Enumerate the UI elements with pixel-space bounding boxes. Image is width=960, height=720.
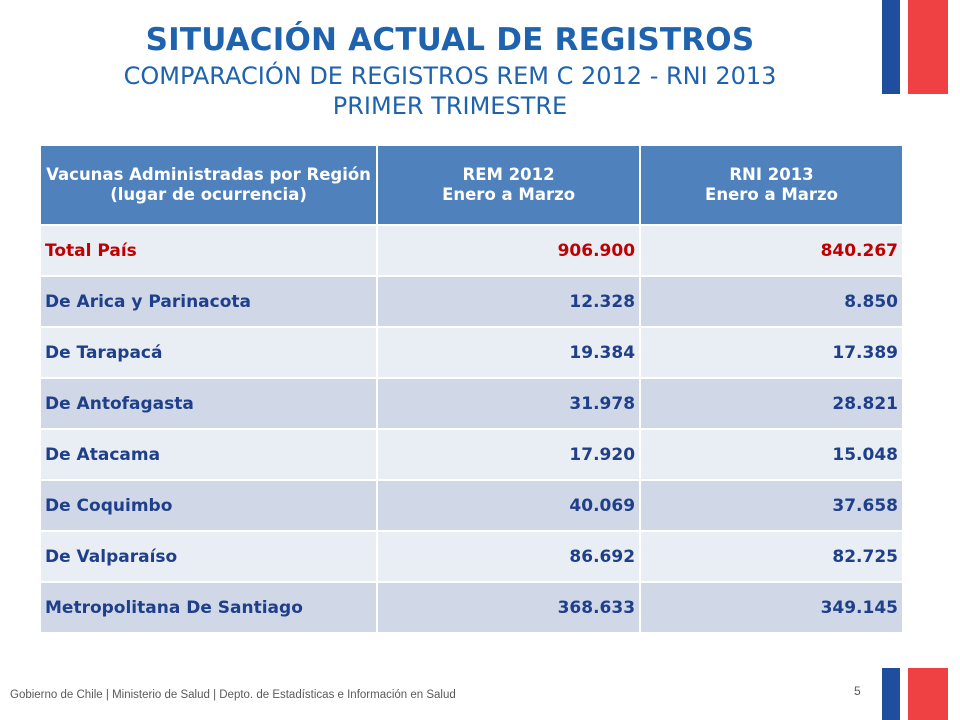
row-region: De Atacama: [41, 428, 379, 480]
page-number: 5: [854, 684, 861, 698]
row-rem-2012: 40.069: [377, 479, 642, 531]
table-row: De Antofagasta 31.978 28.821: [41, 377, 902, 429]
vaccines-by-region-table: Vacunas Administradas por Región (lugar …: [41, 146, 902, 632]
row-rem-2012: 906.900: [377, 224, 642, 276]
header-region: Vacunas Administradas por Región (lugar …: [41, 146, 379, 225]
row-region: De Valparaíso: [41, 530, 379, 582]
table-row: Metropolitana De Santiago 368.633 349.14…: [41, 581, 902, 632]
row-rni-2013: 8.850: [640, 275, 902, 327]
header-rem-2012-title: REM 2012: [462, 165, 555, 184]
row-rem-2012: 368.633: [377, 581, 642, 632]
row-rem-2012: 86.692: [377, 530, 642, 582]
chile-flag-bar-bottom: [882, 668, 948, 720]
row-rni-2013: 82.725: [640, 530, 902, 582]
header-rem-2012: REM 2012 Enero a Marzo: [377, 146, 642, 225]
row-rni-2013: 349.145: [640, 581, 902, 632]
header-rni-2013-period: Enero a Marzo: [705, 185, 838, 204]
row-rni-2013: 17.389: [640, 326, 902, 378]
chile-flag-bar-top: [882, 0, 948, 94]
header-rni-2013-title: RNI 2013: [729, 165, 814, 184]
slide-subtitle-line2: PRIMER TRIMESTRE: [332, 92, 568, 120]
row-region: De Coquimbo: [41, 479, 379, 531]
row-rni-2013: 840.267: [640, 224, 902, 276]
table-row-total: Total País 906.900 840.267: [41, 224, 902, 276]
footer-credits: Gobierno de Chile | Ministerio de Salud …: [10, 689, 456, 701]
header-rem-2012-period: Enero a Marzo: [442, 185, 576, 204]
row-rni-2013: 37.658: [640, 479, 902, 531]
header-region-label: Vacunas Administradas por Región (lugar …: [46, 165, 371, 204]
table-row: De Coquimbo 40.069 37.658: [41, 479, 902, 531]
table-header-row: Vacunas Administradas por Región (lugar …: [41, 146, 902, 225]
table-row: De Atacama 17.920 15.048: [41, 428, 902, 480]
row-region: Metropolitana De Santiago: [41, 581, 379, 632]
header-rni-2013: RNI 2013 Enero a Marzo: [640, 146, 902, 225]
row-rni-2013: 28.821: [640, 377, 902, 429]
row-region: De Antofagasta: [41, 377, 379, 429]
row-rni-2013: 15.048: [640, 428, 902, 480]
table-row: De Valparaíso 86.692 82.725: [41, 530, 902, 582]
table-row: De Tarapacá 19.384 17.389: [41, 326, 902, 378]
row-region: Total País: [41, 224, 379, 276]
row-region: De Tarapacá: [41, 326, 379, 378]
row-rem-2012: 19.384: [377, 326, 642, 378]
row-rem-2012: 12.328: [377, 275, 642, 327]
row-region: De Arica y Parinacota: [41, 275, 379, 327]
table-row: De Arica y Parinacota 12.328 8.850: [41, 275, 902, 327]
row-rem-2012: 17.920: [377, 428, 642, 480]
slide-title: SITUACIÓN ACTUAL DE REGISTROS: [145, 22, 755, 58]
slide-subtitle-line1: COMPARACIÓN DE REGISTROS REM C 2012 - RN…: [123, 62, 777, 90]
row-rem-2012: 31.978: [377, 377, 642, 429]
